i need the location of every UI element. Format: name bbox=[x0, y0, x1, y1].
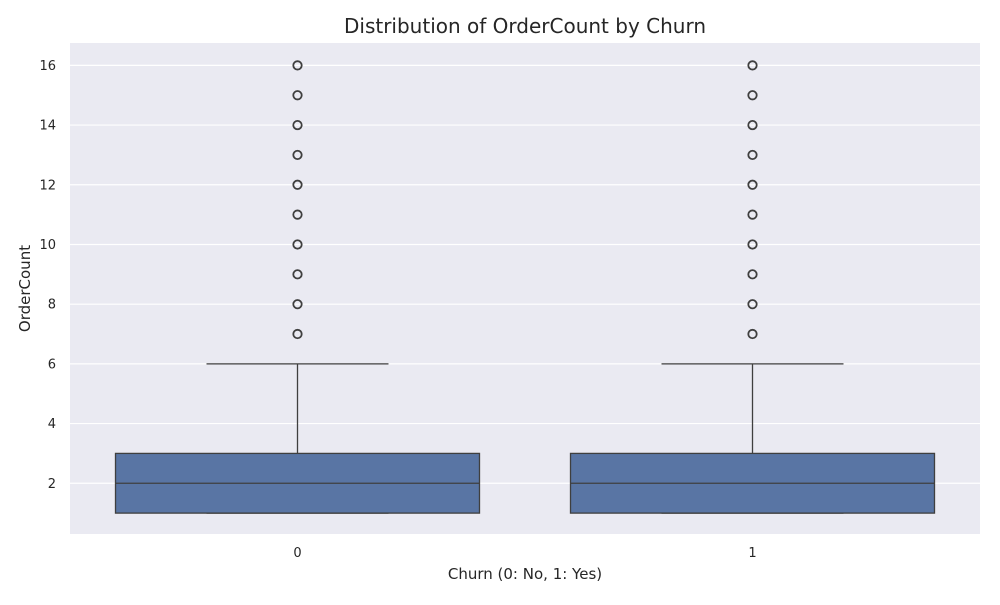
chart-title: Distribution of OrderCount by Churn bbox=[344, 14, 706, 38]
outlier-point bbox=[747, 60, 758, 71]
y-axis-label: OrderCount bbox=[16, 245, 34, 332]
outlier-point bbox=[747, 239, 758, 250]
outlier-point bbox=[747, 179, 758, 190]
y-tick-label-6: 6 bbox=[48, 357, 56, 372]
outlier-point bbox=[292, 269, 303, 280]
y-tick-label-8: 8 bbox=[48, 298, 56, 313]
y-tick-label-2: 2 bbox=[48, 477, 56, 492]
x-tick-label-1: 1 bbox=[748, 546, 756, 561]
y-tick-label-4: 4 bbox=[48, 417, 56, 432]
outlier-point bbox=[747, 149, 758, 161]
x-axis-label: Churn (0: No, 1: Yes) bbox=[448, 565, 602, 583]
box-group-1 bbox=[569, 363, 936, 514]
box-group-0 bbox=[114, 363, 481, 514]
outlier-point bbox=[292, 179, 303, 190]
y-tick-label-10: 10 bbox=[39, 238, 56, 253]
y-tick-label-14: 14 bbox=[39, 119, 56, 134]
outlier-point bbox=[292, 239, 303, 250]
y-tick-label-16: 16 bbox=[39, 59, 56, 74]
outlier-point bbox=[747, 90, 758, 101]
outlier-point bbox=[292, 60, 303, 71]
outlier-point bbox=[292, 209, 303, 220]
outlier-point bbox=[292, 149, 303, 161]
outlier-point bbox=[747, 269, 758, 280]
outlier-point bbox=[747, 119, 758, 131]
outlier-point bbox=[292, 119, 303, 131]
outlier-point bbox=[292, 328, 303, 340]
outlier-point bbox=[747, 299, 758, 310]
boxes bbox=[114, 363, 936, 514]
outlier-point bbox=[292, 90, 303, 101]
outlier-point bbox=[747, 328, 758, 340]
outliers bbox=[292, 60, 758, 340]
outlier-point bbox=[292, 299, 303, 310]
outlier-point bbox=[747, 209, 758, 220]
y-tick-labels: 2 4 6 8 10 12 14 16 bbox=[39, 59, 56, 492]
x-tick-label-0: 0 bbox=[293, 546, 301, 561]
y-tick-label-12: 12 bbox=[39, 178, 56, 193]
